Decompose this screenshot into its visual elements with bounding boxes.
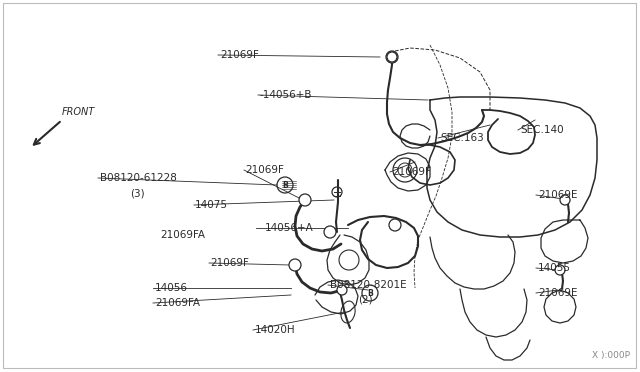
Circle shape: [386, 51, 398, 63]
Text: 21069F: 21069F: [392, 167, 431, 177]
Text: B: B: [282, 180, 288, 189]
Text: 21069FA: 21069FA: [160, 230, 205, 240]
Text: SEC.140: SEC.140: [520, 125, 564, 135]
Text: FRONT: FRONT: [62, 107, 95, 117]
Text: (2): (2): [358, 295, 372, 305]
Circle shape: [389, 219, 401, 231]
Text: 21069E: 21069E: [538, 190, 577, 200]
Circle shape: [337, 285, 347, 295]
Text: 14055: 14055: [538, 263, 571, 273]
Text: 14020H: 14020H: [255, 325, 296, 335]
Text: B08120-61228: B08120-61228: [100, 173, 177, 183]
Text: 14075: 14075: [195, 200, 228, 210]
Text: 21069F: 21069F: [245, 165, 284, 175]
Circle shape: [555, 265, 565, 275]
Text: 14056+A: 14056+A: [265, 223, 314, 233]
Text: 21069F: 21069F: [220, 50, 259, 60]
Text: X ):000P: X ):000P: [592, 351, 630, 360]
Circle shape: [560, 195, 570, 205]
Circle shape: [299, 194, 311, 206]
Text: 14056: 14056: [155, 283, 188, 293]
Text: (3): (3): [130, 188, 145, 198]
Text: B: B: [367, 289, 373, 298]
Circle shape: [289, 259, 301, 271]
Text: 21069FA: 21069FA: [155, 298, 200, 308]
Text: -14056+B: -14056+B: [260, 90, 312, 100]
Circle shape: [387, 52, 397, 62]
Text: SEC.163: SEC.163: [440, 133, 484, 143]
Circle shape: [324, 226, 336, 238]
Text: B08120-8201E: B08120-8201E: [330, 280, 406, 290]
Text: 21069F: 21069F: [210, 258, 249, 268]
Text: 21069E: 21069E: [538, 288, 577, 298]
